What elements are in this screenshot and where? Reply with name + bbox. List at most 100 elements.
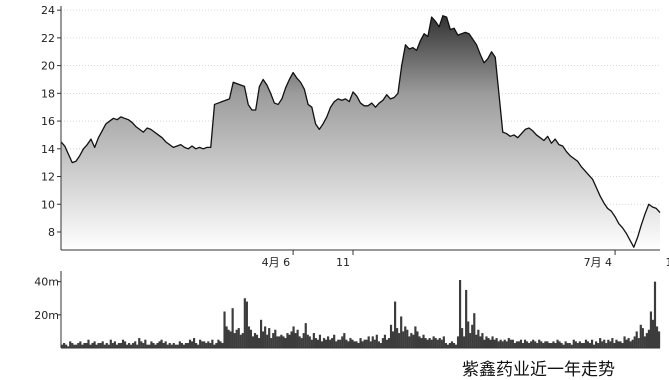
volume-bar: [180, 343, 183, 348]
volume-bar: [264, 326, 267, 348]
x-tick-label: 4月 6: [262, 256, 291, 269]
volume-bar: [454, 344, 458, 348]
volume-bar: [255, 334, 259, 348]
volume-bar: [284, 338, 287, 348]
volume-plot-frame: [60, 271, 660, 349]
volume-bar: [205, 343, 208, 348]
volume-bar: [629, 341, 632, 348]
volume-bar: [174, 344, 177, 348]
volume-bar: [207, 341, 210, 348]
volume-bar: [217, 339, 220, 348]
volume-bar: [497, 341, 500, 348]
volume-bar: [599, 338, 602, 348]
volume-bar: [324, 339, 328, 348]
volume-bar: [458, 279, 462, 348]
volume-bar: [172, 343, 175, 348]
volume-bar: [381, 338, 384, 348]
volume-y-axis: 20m 40m: [34, 276, 61, 322]
volume-bar: [637, 338, 640, 348]
volume-bar: [414, 326, 417, 348]
volume-bar: [351, 339, 354, 348]
volume-bar: [465, 289, 468, 348]
volume-bar: [162, 343, 165, 348]
volume-bar: [215, 343, 218, 348]
volume-bar: [623, 336, 626, 348]
volume-bar: [625, 339, 628, 348]
volume-bar: [639, 324, 642, 348]
volume-bar: [550, 343, 553, 348]
volume-bar: [304, 323, 307, 348]
volume-bar: [491, 336, 494, 348]
volume-bar: [300, 338, 303, 348]
volume-bar: [292, 326, 295, 348]
volume-bar: [128, 343, 131, 348]
volume-bar: [166, 344, 169, 348]
volume-bar: [337, 339, 340, 348]
price-area-fill: [61, 15, 660, 251]
volume-bar: [296, 329, 299, 348]
volume-bar: [450, 341, 454, 348]
volume-bar: [77, 343, 80, 348]
volume-bar: [359, 338, 362, 348]
volume-bar: [231, 308, 234, 348]
volume-bar: [125, 344, 129, 348]
volume-bar: [473, 313, 476, 348]
volume-bar: [442, 336, 445, 348]
y-tick-label: 10: [41, 198, 55, 211]
volume-bar: [503, 339, 506, 348]
volume-bar: [146, 344, 149, 348]
volume-bar: [499, 339, 502, 348]
volume-bar: [590, 339, 594, 348]
volume-bar: [647, 329, 650, 348]
volume-bar: [117, 343, 121, 348]
volume-bar: [511, 339, 514, 348]
volume-bar: [89, 344, 92, 348]
volume-bar: [170, 344, 173, 348]
volume-bar: [519, 339, 523, 348]
volume-bar: [489, 339, 492, 348]
volume-bar: [195, 343, 198, 348]
volume-bar: [394, 301, 397, 348]
volume-bar: [452, 343, 456, 348]
volume-bar: [530, 341, 533, 348]
volume-bar: [371, 336, 374, 348]
volume-bar: [471, 324, 474, 348]
volume-bar: [130, 344, 133, 348]
volume-bar: [576, 343, 579, 348]
volume-bar: [154, 344, 157, 348]
volume-bar: [422, 334, 425, 348]
volume-bar: [339, 339, 342, 348]
volume-bar: [197, 344, 200, 348]
volume-bar: [79, 341, 82, 348]
volume-bar: [329, 339, 332, 348]
volume-bar: [138, 338, 141, 348]
volume-bar: [99, 343, 102, 348]
volume-bar: [223, 311, 226, 348]
volume-bar: [507, 338, 510, 348]
volume-bar: [483, 339, 486, 348]
volume-bar: [318, 334, 322, 348]
volume-bar: [418, 336, 421, 348]
price-line: [60, 15, 661, 248]
volume-bar: [560, 343, 563, 348]
volume-bar: [391, 331, 395, 348]
volume-bar: [542, 343, 545, 348]
volume-bar: [190, 341, 194, 348]
volume-bar: [119, 343, 123, 348]
volume-bar: [73, 344, 76, 348]
volume-bar: [467, 321, 470, 348]
y-tick-label: 14: [41, 143, 55, 156]
volume-bar: [536, 343, 539, 348]
volume-bar: [574, 341, 577, 348]
volume-bar: [67, 346, 70, 348]
volume-bar: [586, 341, 590, 348]
volume-bar: [211, 339, 214, 348]
volume-bar: [578, 341, 581, 348]
volume-bar: [456, 336, 460, 348]
volume-bar: [132, 343, 135, 348]
volume-bar: [152, 343, 155, 348]
volume-bar: [235, 329, 238, 348]
volume-bar: [251, 336, 255, 348]
volume-bar: [617, 341, 620, 348]
volume-bar: [136, 344, 139, 348]
